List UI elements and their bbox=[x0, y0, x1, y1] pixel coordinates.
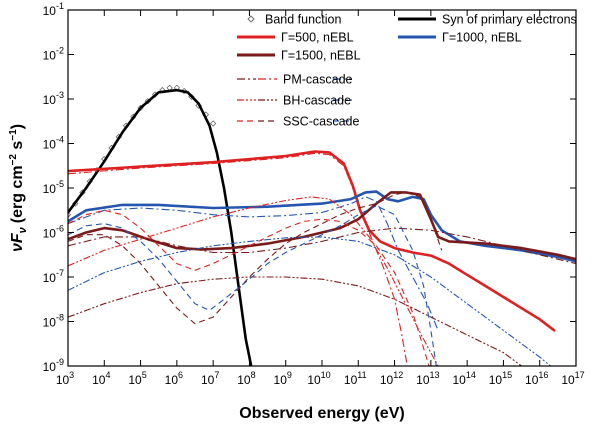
series-line-3 bbox=[68, 190, 576, 263]
x-tick-label: 107 bbox=[201, 370, 219, 387]
legend-label: Γ=500, nEBL bbox=[281, 31, 354, 45]
legend-label: Γ=1000, nEBL bbox=[442, 31, 522, 45]
legend-item: PM-cascade bbox=[237, 73, 353, 87]
band-function-markers bbox=[68, 84, 217, 218]
band-function-point bbox=[209, 120, 217, 127]
x-tick-label: 1015 bbox=[489, 370, 512, 387]
legend-label: BH-cascade bbox=[283, 94, 351, 108]
y-tick-label: 10-9 bbox=[43, 357, 64, 374]
x-tick-label: 1011 bbox=[344, 370, 367, 387]
y-axis-title: νFν (erg cm−2 s−1) bbox=[8, 124, 29, 252]
legend-item: Γ=1500, nEBL bbox=[237, 49, 361, 63]
x-tick-label: 1016 bbox=[525, 370, 548, 387]
series-line-7 bbox=[68, 227, 576, 265]
legend-label: Γ=1500, nEBL bbox=[281, 49, 361, 63]
y-axis-title-units-mid: s bbox=[9, 141, 26, 154]
legend-label: Syn of primary electrons bbox=[442, 13, 577, 27]
y-tick-label: 10-7 bbox=[43, 268, 64, 285]
x-tick-label: 103 bbox=[56, 370, 74, 387]
y-axis-title-units-end: ) bbox=[9, 124, 26, 129]
legend-label: Band function bbox=[265, 13, 341, 27]
y-axis-title-units: (erg cm bbox=[9, 165, 26, 223]
y-tick-label: 10-6 bbox=[43, 224, 64, 241]
ticks-layer bbox=[67, 9, 577, 367]
legend-item: Γ=1000, nEBL bbox=[398, 31, 522, 45]
y-tick-label: 10-3 bbox=[43, 90, 64, 107]
x-tick-label: 105 bbox=[128, 370, 146, 387]
x-tick-label: 1014 bbox=[452, 370, 475, 387]
x-tick-label: 1013 bbox=[416, 370, 439, 387]
series-line-5 bbox=[68, 152, 408, 366]
series-line-6 bbox=[68, 196, 439, 331]
legend-item: BH-cascade bbox=[237, 94, 352, 108]
legend-item: SSC-cascade bbox=[237, 115, 359, 129]
series-line-9 bbox=[68, 276, 522, 366]
x-tick-label: 1010 bbox=[307, 370, 330, 387]
y-axis-title-main: νF bbox=[9, 232, 26, 252]
band-function-point bbox=[68, 211, 72, 218]
y-tick-label: 10-2 bbox=[43, 46, 64, 63]
x-tick-label: 1017 bbox=[561, 370, 584, 387]
series-line-11 bbox=[68, 209, 430, 366]
x-axis-title: Observed energy (eV) bbox=[239, 405, 404, 422]
x-tick-label: 106 bbox=[165, 370, 183, 387]
legend-item: Γ=500, nEBL bbox=[237, 31, 354, 45]
legend-label: PM-cascade bbox=[283, 73, 353, 87]
legend-item: Band function bbox=[247, 13, 341, 27]
x-tick-label: 108 bbox=[237, 370, 255, 387]
tick-labels-layer: 103 104 105 106 107 108 109 1010 1011 1012 1013 101… bbox=[43, 1, 585, 387]
x-tick-label: 109 bbox=[274, 370, 292, 387]
series-line-12 bbox=[68, 191, 443, 325]
x-tick-label: 104 bbox=[92, 370, 110, 387]
series-line-2 bbox=[68, 150, 556, 332]
series-layer bbox=[68, 84, 576, 366]
legend-item: Syn of primary electrons bbox=[398, 13, 577, 27]
series-line-1 bbox=[68, 88, 253, 366]
y-axis-title-units-sup2: −1 bbox=[8, 129, 19, 141]
legend-label: SSC-cascade bbox=[283, 115, 359, 129]
x-tick-label: 1012 bbox=[380, 370, 403, 387]
series-line-4 bbox=[68, 191, 576, 261]
y-axis-title-units-sup1: −2 bbox=[8, 154, 19, 166]
band-function-point bbox=[72, 200, 79, 207]
y-tick-label: 10-8 bbox=[43, 313, 64, 330]
series-line-13 bbox=[68, 205, 437, 366]
series-line-10 bbox=[68, 236, 551, 366]
y-axis-title-sub: ν bbox=[17, 226, 29, 233]
legend-marker bbox=[247, 15, 255, 23]
plot-frame bbox=[67, 9, 577, 367]
y-tick-label: 10-5 bbox=[43, 179, 64, 196]
y-tick-label: 10-1 bbox=[43, 1, 64, 18]
legend: Band function Syn of primary electrons Γ=5… bbox=[237, 13, 577, 129]
series-line-8 bbox=[68, 196, 439, 366]
y-tick-label: 10-4 bbox=[43, 135, 64, 152]
